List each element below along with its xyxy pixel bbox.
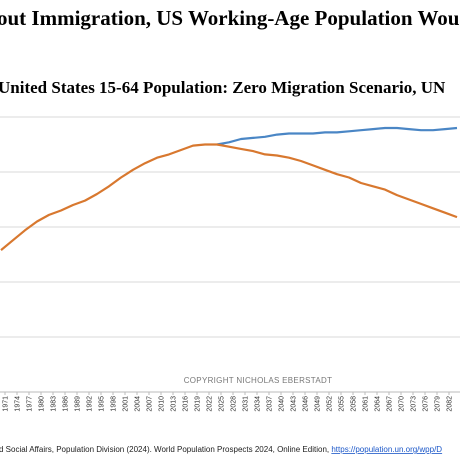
series-line [0, 143, 458, 251]
x-tick-label: 2031 [243, 396, 250, 412]
x-tick-label: 2079 [435, 396, 442, 412]
x-tick-label: 2064 [375, 396, 382, 412]
x-tick-label: 2004 [135, 396, 142, 412]
x-tick-label: 2043 [291, 396, 298, 412]
chart-subtitle: United States 15-64 Population: Zero Mig… [0, 78, 446, 97]
x-tick-label: 1989 [75, 396, 82, 412]
x-tick-label: 2010 [159, 396, 166, 412]
x-tick-label: 1983 [51, 396, 58, 412]
chart-title: out Immigration, US Working-Age Populati… [0, 6, 460, 30]
source-text: d Social Affairs, Population Division (2… [0, 445, 331, 454]
x-tick-label: 2070 [399, 396, 406, 412]
x-tick-label: 2049 [315, 396, 322, 412]
x-tick-label: 1974 [15, 396, 22, 412]
x-tick-label: 2076 [423, 396, 430, 412]
source-link[interactable]: https://population.un.org/wpp/D [331, 445, 442, 454]
x-tick-label: 2022 [207, 396, 214, 412]
x-tick-label: 2061 [363, 396, 370, 412]
x-tick-label: 2016 [183, 396, 190, 412]
x-tick-label: 2067 [387, 396, 394, 412]
x-tick-label: 2052 [327, 396, 334, 412]
x-tick-label: 2019 [195, 396, 202, 412]
x-tick-label: 2073 [411, 396, 418, 412]
source: d Social Affairs, Population Division (2… [0, 445, 442, 454]
x-tick-label: 2055 [339, 396, 346, 412]
x-tick-label: 1977 [27, 396, 34, 412]
x-tick-label: 2025 [219, 396, 226, 412]
x-tick-label: 1980 [39, 396, 46, 412]
x-tick-label: 2040 [279, 396, 286, 412]
x-tick-label: 1998 [111, 396, 118, 412]
x-tick-label: 2013 [171, 396, 178, 412]
x-tick-label: 2037 [267, 396, 274, 412]
x-tick-label: 1992 [87, 396, 94, 412]
x-tick-label: 2082 [447, 396, 454, 412]
x-tick-label: 1995 [99, 396, 106, 412]
x-tick-label: 2001 [123, 396, 130, 412]
series-line [216, 126, 458, 146]
x-tick-label: 1986 [63, 396, 70, 412]
x-tick-label: 2058 [351, 396, 358, 412]
x-tick-label: 1971 [3, 396, 10, 412]
x-tick-label: 2028 [231, 396, 238, 412]
watermark: COPYRIGHT NICHOLAS EBERSTADT [184, 376, 333, 385]
x-tick-label: 2007 [147, 396, 154, 412]
x-tick-label: 2034 [255, 396, 262, 412]
x-tick-label: 2046 [303, 396, 310, 412]
